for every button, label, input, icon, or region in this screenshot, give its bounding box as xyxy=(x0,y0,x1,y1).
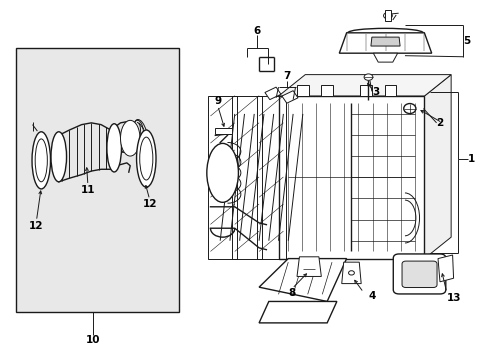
Text: 12: 12 xyxy=(142,199,157,209)
Ellipse shape xyxy=(51,132,66,182)
Polygon shape xyxy=(384,85,395,96)
Text: 1: 1 xyxy=(467,154,474,163)
Text: 6: 6 xyxy=(252,26,260,36)
FancyBboxPatch shape xyxy=(392,254,445,294)
Ellipse shape xyxy=(383,13,391,19)
Text: 12: 12 xyxy=(29,221,43,231)
Ellipse shape xyxy=(403,104,415,113)
Polygon shape xyxy=(215,128,232,134)
Ellipse shape xyxy=(120,120,140,156)
Polygon shape xyxy=(370,37,399,46)
Text: 13: 13 xyxy=(446,293,460,303)
Text: 7: 7 xyxy=(283,71,290,81)
Bar xyxy=(16,48,179,312)
Polygon shape xyxy=(259,301,336,323)
Ellipse shape xyxy=(35,139,47,182)
Ellipse shape xyxy=(140,137,153,180)
Text: 2: 2 xyxy=(436,118,443,128)
Text: 10: 10 xyxy=(85,335,100,345)
Polygon shape xyxy=(341,262,361,284)
Polygon shape xyxy=(372,53,397,62)
Polygon shape xyxy=(321,85,332,96)
Ellipse shape xyxy=(107,124,121,172)
Ellipse shape xyxy=(364,74,372,80)
Polygon shape xyxy=(282,91,297,103)
Bar xyxy=(278,96,424,258)
Text: 3: 3 xyxy=(371,87,378,98)
Text: 8: 8 xyxy=(288,288,295,298)
Polygon shape xyxy=(360,85,371,96)
Text: 5: 5 xyxy=(462,36,469,46)
Text: 4: 4 xyxy=(368,291,375,301)
Text: 11: 11 xyxy=(81,185,95,195)
Ellipse shape xyxy=(136,130,156,187)
Polygon shape xyxy=(296,257,321,276)
Polygon shape xyxy=(424,75,450,258)
Ellipse shape xyxy=(348,271,354,275)
Ellipse shape xyxy=(32,132,50,189)
FancyBboxPatch shape xyxy=(401,261,436,288)
Polygon shape xyxy=(264,87,281,100)
Ellipse shape xyxy=(206,143,238,202)
Polygon shape xyxy=(384,10,390,21)
Polygon shape xyxy=(339,33,431,53)
Polygon shape xyxy=(437,255,453,282)
Polygon shape xyxy=(278,75,450,96)
Polygon shape xyxy=(296,85,308,96)
Polygon shape xyxy=(259,258,346,301)
Text: 9: 9 xyxy=(214,96,221,107)
